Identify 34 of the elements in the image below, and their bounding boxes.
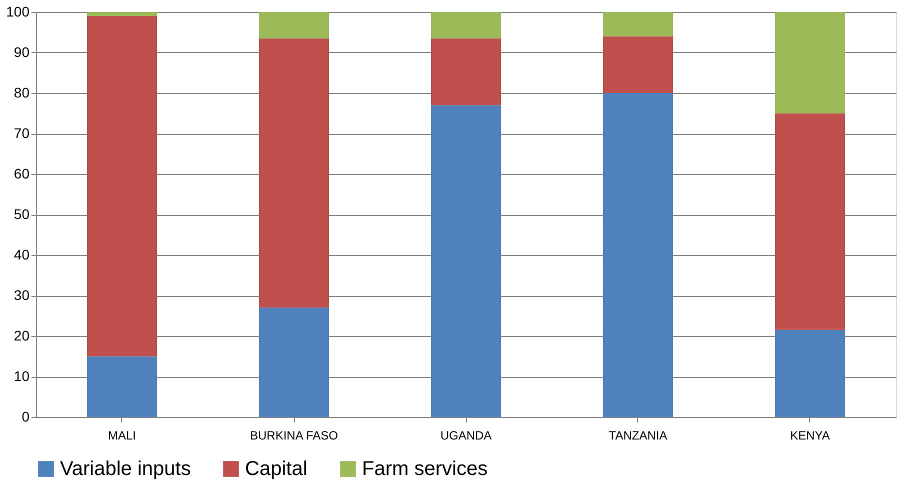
y-tick-label: 100: [6, 4, 30, 20]
x-tick-label: MALI: [108, 428, 136, 442]
x-tick-label: KENYA: [790, 428, 830, 442]
y-tick-label: 30: [14, 287, 30, 303]
y-tick-label: 20: [14, 328, 30, 344]
legend-label: Farm services: [362, 458, 488, 480]
y-tick-label: 40: [14, 246, 30, 262]
y-tick-label: 90: [14, 44, 30, 60]
y-tick-label: 0: [22, 408, 30, 424]
bar: [259, 12, 329, 38]
bar: [431, 105, 501, 417]
y-tick-label: 60: [14, 166, 30, 182]
x-tick-label: TANZANIA: [608, 428, 668, 442]
x-tick-label: BURKINA FASO: [250, 428, 338, 442]
legend-label: Variable inputs: [60, 458, 191, 480]
y-tick-label: 10: [14, 368, 30, 384]
bar: [603, 93, 673, 417]
y-tick-label: 80: [14, 84, 30, 100]
y-tick-label: 70: [14, 125, 30, 141]
bar: [87, 12, 157, 16]
bar: [775, 330, 845, 417]
bar: [603, 36, 673, 93]
bar: [431, 12, 501, 38]
legend-label: Capital: [245, 458, 308, 480]
bar: [775, 113, 845, 330]
bar: [431, 38, 501, 106]
bar: [87, 16, 157, 356]
y-tick-label: 50: [14, 206, 30, 222]
bar: [259, 308, 329, 417]
bar: [87, 356, 157, 417]
bar: [259, 38, 329, 308]
bar: [603, 12, 673, 36]
x-tick-label: UGANDA: [440, 428, 492, 442]
bar: [775, 12, 845, 114]
